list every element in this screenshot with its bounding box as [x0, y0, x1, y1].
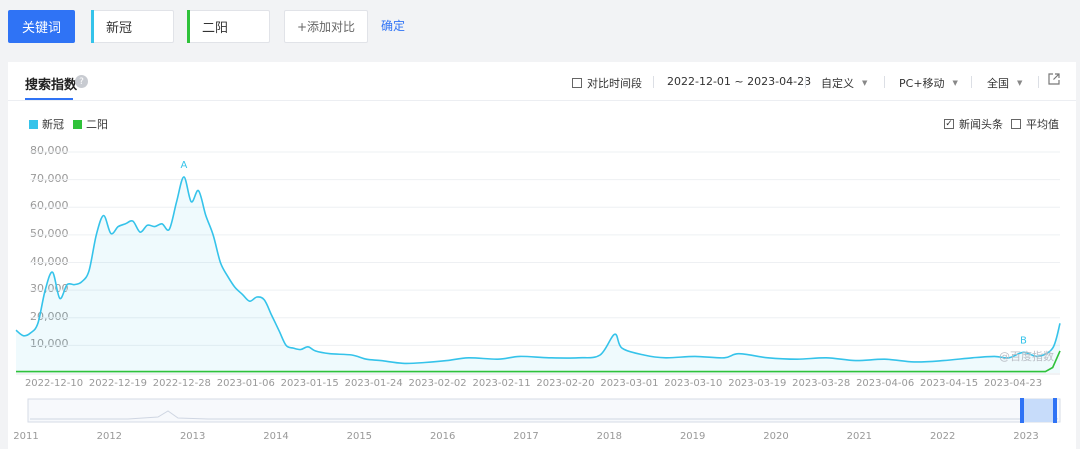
x-tick-label: 2023-04-15	[920, 378, 978, 389]
x-tick-label: 2023-03-01	[600, 378, 658, 389]
x-tick-label: 2023-01-15	[281, 378, 339, 389]
year-tick-label: 2011	[13, 431, 38, 442]
compare-period-label: 对比时间段	[587, 77, 642, 90]
x-tick-label: 2022-12-19	[89, 378, 147, 389]
checked-checkbox-icon: ✓	[944, 118, 954, 129]
year-tick-label: 2023	[1013, 431, 1038, 442]
x-tick-label: 2023-03-28	[792, 378, 850, 389]
title-underline	[25, 98, 73, 100]
search-index-panel: 搜索指数 ? 对比时间段 2022-12-01 ~ 2023-04-23 自定义…	[8, 62, 1076, 449]
keyword-button[interactable]: 关键词	[8, 10, 75, 43]
date-range-picker[interactable]: 2022-12-01 ~ 2023-04-23	[667, 75, 811, 88]
compare-period-checkbox[interactable]: 对比时间段	[572, 75, 642, 91]
year-tick-label: 2012	[97, 431, 122, 442]
watermark: @百度指数	[999, 349, 1054, 363]
year-tick-label: 2019	[680, 431, 705, 442]
y-tick-label: 40,000	[30, 254, 69, 268]
y-tick-label: 50,000	[30, 226, 69, 240]
legend-swatch	[73, 119, 82, 129]
x-tick-label: 2023-03-10	[664, 378, 722, 389]
external-link-icon	[1048, 73, 1060, 85]
legend-swatch	[29, 119, 38, 129]
year-tick-label: 2022	[930, 431, 955, 442]
year-tick-label: 2016	[430, 431, 455, 442]
range-handle-right[interactable]	[1053, 398, 1057, 423]
year-tick-label: 2018	[597, 431, 622, 442]
news-headlines-checkbox[interactable]: ✓ 新闻头条	[944, 116, 1003, 132]
legend-label: 新冠	[42, 118, 64, 131]
custom-label: 自定义	[821, 77, 854, 90]
keyword-chip-eryang[interactable]: 二阳	[187, 10, 270, 43]
help-icon[interactable]: ?	[75, 75, 88, 88]
divider	[971, 76, 972, 88]
series-line-xinguan	[15, 176, 1061, 365]
x-tick-label: 2023-02-02	[409, 378, 467, 389]
caret-down-icon: ▼	[1017, 79, 1023, 87]
keyword-color-bar	[91, 10, 94, 43]
year-tick-label: 2014	[263, 431, 288, 442]
legend-label: 二阳	[86, 118, 108, 131]
checkbox-icon	[1011, 119, 1021, 129]
custom-dropdown[interactable]: 自定义 ▼	[821, 75, 867, 91]
year-tick-label: 2020	[763, 431, 788, 442]
divider	[653, 76, 654, 88]
device-dropdown[interactable]: PC+移动 ▼	[899, 75, 958, 91]
divider	[1038, 76, 1039, 88]
toolbar: 关键词 新冠 二阳 +添加对比 确定	[0, 0, 1080, 56]
keyword-label: 新冠	[106, 21, 133, 36]
x-tick-label: 2023-04-23	[984, 378, 1042, 389]
x-tick-label: 2023-04-06	[856, 378, 914, 389]
range-selection[interactable]	[1021, 399, 1055, 422]
export-icon[interactable]	[1048, 73, 1060, 85]
keyword-label: 二阳	[202, 21, 229, 36]
checkbox-icon	[572, 78, 582, 88]
x-tick-label: 2023-01-24	[345, 378, 403, 389]
series-area-xinguan	[16, 176, 1060, 373]
caret-down-icon: ▼	[952, 79, 958, 87]
x-tick-label: 2023-01-06	[217, 378, 275, 389]
add-compare-button[interactable]: +添加对比	[284, 10, 368, 43]
y-tick-label: 70,000	[30, 171, 69, 185]
series-line-eryang	[16, 350, 1061, 373]
annotation-marker-b: B	[1020, 335, 1027, 346]
legend-item-xinguan[interactable]: 新冠	[29, 116, 64, 132]
divider	[884, 76, 885, 88]
average-checkbox[interactable]: 平均值	[1011, 116, 1059, 132]
keyword-chip-xinguan[interactable]: 新冠	[91, 10, 174, 43]
news-headlines-label: 新闻头条	[959, 118, 1003, 131]
average-label: 平均值	[1026, 118, 1059, 131]
year-tick-label: 2013	[180, 431, 205, 442]
date-range-text: 2022-12-01 ~ 2023-04-23	[667, 75, 812, 88]
year-tick-label: 2021	[847, 431, 872, 442]
year-tick-label: 2015	[347, 431, 372, 442]
region-label: 全国	[987, 77, 1009, 90]
range-overview	[27, 398, 1061, 423]
x-tick-label: 2022-12-10	[25, 378, 83, 389]
x-tick-label: 2023-02-11	[472, 378, 530, 389]
panel-title: 搜索指数	[25, 78, 78, 93]
caret-down-icon: ▼	[862, 79, 868, 87]
device-label: PC+移动	[899, 77, 945, 90]
year-tick-label: 2017	[513, 431, 538, 442]
trend-chart[interactable]: A B @百度指数 2022-12-10 2022-12-19 2022-12-28 202…	[8, 62, 1076, 449]
header-divider	[8, 100, 1076, 101]
annotation-marker-a: A	[180, 160, 187, 171]
x-tick-label: 2022-12-28	[153, 378, 211, 389]
confirm-link[interactable]: 确定	[381, 19, 406, 33]
region-dropdown[interactable]: 全国 ▼	[987, 75, 1022, 91]
x-tick-label: 2023-02-20	[536, 378, 594, 389]
keyword-color-bar	[187, 10, 190, 43]
divider	[805, 76, 806, 88]
range-handle-left[interactable]	[1020, 398, 1024, 423]
x-tick-label: 2023-03-19	[728, 378, 786, 389]
y-tick-label: 30,000	[30, 282, 69, 296]
legend-item-eryang[interactable]: 二阳	[73, 116, 108, 132]
y-tick-label: 10,000	[30, 337, 69, 351]
y-tick-label: 80,000	[30, 144, 69, 157]
y-tick-label: 60,000	[30, 199, 69, 213]
